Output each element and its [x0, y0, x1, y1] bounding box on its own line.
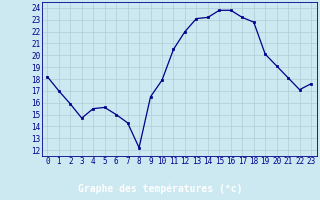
Text: Graphe des températures (°c): Graphe des températures (°c): [78, 184, 242, 194]
